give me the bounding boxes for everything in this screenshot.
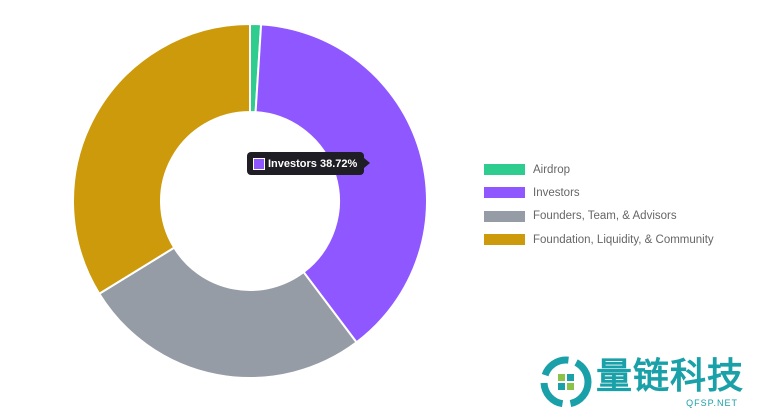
legend-item-airdrop[interactable]: Airdrop: [484, 158, 714, 181]
legend-swatch: [484, 234, 525, 246]
legend-swatch: [484, 187, 525, 199]
watermark-logo: 量链科技 QFSP.NET: [540, 356, 744, 409]
legend-item-founders[interactable]: Founders, Team, & Advisors: [484, 205, 714, 228]
tooltip: Investors 38.72%: [247, 152, 371, 175]
legend-item-investors[interactable]: Investors: [484, 181, 714, 204]
legend: Airdrop Investors Founders, Team, & Advi…: [484, 158, 714, 251]
slice-investors[interactable]: [254, 23, 428, 344]
legend-item-foundation[interactable]: Foundation, Liquidity, & Community: [484, 228, 714, 251]
watermark-subtext: QFSP.NET: [686, 398, 739, 408]
tooltip-swatch: [253, 157, 265, 170]
watermark-text-group: 量链科技 QFSP.NET: [596, 356, 744, 409]
slice-foundation-liquidity-community[interactable]: [72, 22, 251, 296]
legend-swatch: [484, 210, 525, 222]
legend-swatch: [484, 164, 525, 176]
logo-icon: [540, 356, 592, 408]
watermark-text: 量链科技: [596, 355, 745, 396]
slice-founders-team-advisors[interactable]: [97, 246, 358, 379]
